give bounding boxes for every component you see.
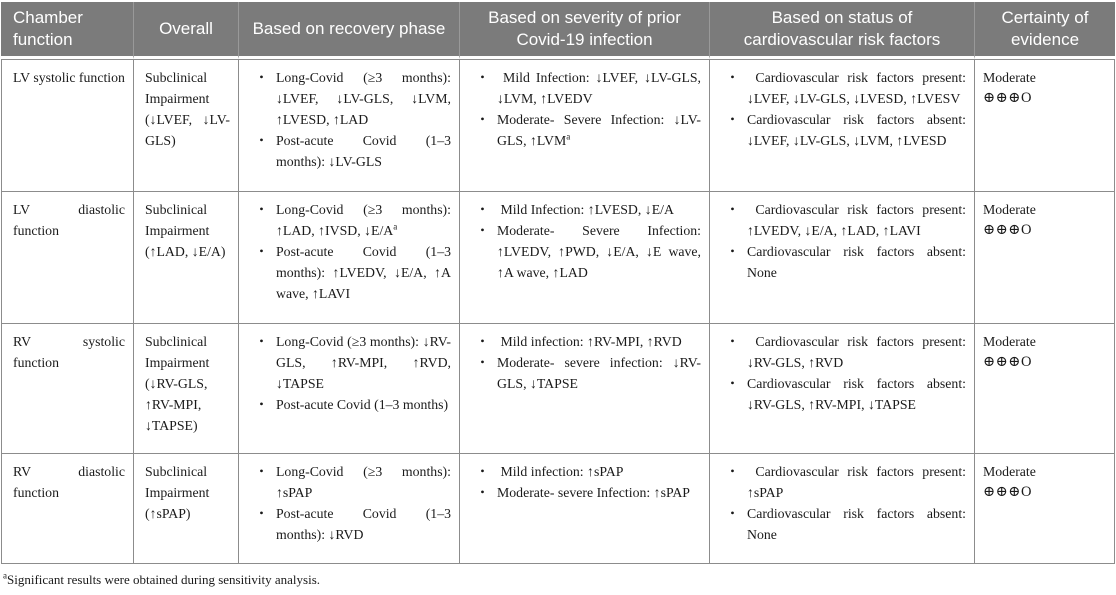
header-risk-factors: Based on status of cardiovascular risk f… [709, 2, 974, 59]
bullet-icon: • [259, 334, 264, 348]
list-item: • Moderate- Severe Infection: ↑LVEDV, ↑PW… [468, 220, 701, 283]
bullet-icon: • [480, 334, 485, 348]
bullet-icon: • [480, 355, 485, 369]
list-item: • Cardiovascular risk factors present: ↓… [718, 331, 966, 373]
overall-cell: Subclinical Impairment (↑sPAP) [133, 453, 238, 564]
certainty-level: Moderate [983, 464, 1036, 479]
list-item: • Cardiovascular risk factors present: ↑… [718, 461, 966, 503]
list-item: • Post-acute Covid (1–3 months): ↓RVD [247, 503, 451, 545]
list-item: • Mild infection: ↑sPAP [468, 461, 701, 482]
risk-cell: • Cardiovascular risk factors present: ↑… [709, 453, 974, 564]
list-item: • Mild Infection: ↓LVEF, ↓LV-GLS, ↓LVM, … [468, 67, 701, 109]
bullet-icon: • [730, 376, 735, 390]
bullet-icon: • [259, 202, 264, 216]
grade-symbols: ⊕⊕⊕O [983, 222, 1032, 238]
table-row: RV systolic function Subclinical Impairm… [1, 323, 1115, 453]
recovery-cell: • Long-Covid (≥3 months): ↑LAD, ↑IVSD, ↓E… [238, 191, 459, 323]
footnote: aSignificant results were obtained durin… [3, 570, 321, 588]
list-item: • Cardiovascular risk factors absent: ↓RV… [718, 373, 966, 415]
bullet-icon: • [730, 464, 735, 478]
header-recovery-phase: Based on recovery phase [238, 2, 459, 59]
bullet-icon: • [730, 112, 735, 126]
risk-cell: • Cardiovascular risk factors present: ↓… [709, 59, 974, 191]
severity-cell: • Mild infection: ↑sPAP • Moderate- sever… [459, 453, 709, 564]
bullet-icon: • [730, 202, 735, 216]
bullet-icon: • [259, 244, 264, 258]
chamber-cell: LV systolic function [1, 59, 133, 191]
list-item: • Cardiovascular risk factors absent: Non… [718, 503, 966, 545]
bullet-icon: • [480, 70, 485, 84]
list-item: • Mild Infection: ↑LVESD, ↓E/A [468, 199, 701, 220]
grade-evidence-table: Chamber function Overall Based on recove… [1, 2, 1115, 564]
list-item: • Mild infection: ↑RV-MPI, ↑RVD [468, 331, 701, 352]
bullet-icon: • [480, 464, 485, 478]
certainty-cell: Moderate ⊕⊕⊕O [974, 323, 1115, 453]
list-item: • Moderate- severe Infection: ↑sPAP [468, 482, 701, 503]
list-item: • Long-Covid (≥3 months): ↓RV-GLS, ↑RV-MP… [247, 331, 451, 394]
overall-cell: Subclinical Impairment (↓LVEF, ↓LV-GLS) [133, 59, 238, 191]
bullet-icon: • [259, 506, 264, 520]
recovery-cell: • Long-Covid (≥3 months): ↓LVEF, ↓LV-GLS,… [238, 59, 459, 191]
list-item: • Cardiovascular risk factors present: ↓… [718, 67, 966, 109]
footnote-text: Significant results were obtained during… [7, 572, 321, 587]
certainty-cell: Moderate ⊕⊕⊕O [974, 453, 1115, 564]
bullet-icon: • [730, 506, 735, 520]
list-item: • Long-Covid (≥3 months): ↑sPAP [247, 461, 451, 503]
header-chamber-function: Chamber function [1, 2, 133, 59]
recovery-cell: • Long-Covid (≥3 months): ↑sPAP • Post-acu… [238, 453, 459, 564]
overall-cell: Subclinical Impairment (↑LAD, ↓E/A) [133, 191, 238, 323]
chamber-cell: RV systolic function [1, 323, 133, 453]
table-row: LV diastolic function Subclinical Impair… [1, 191, 1115, 323]
bullet-icon: • [480, 202, 485, 216]
grade-symbols: ⊕⊕⊕O [983, 90, 1032, 106]
header-certainty: Certainty of evidence [974, 2, 1115, 59]
grade-symbols: ⊕⊕⊕O [983, 484, 1032, 500]
certainty-level: Moderate [983, 334, 1036, 349]
certainty-level: Moderate [983, 202, 1036, 217]
certainty-cell: Moderate ⊕⊕⊕O [974, 191, 1115, 323]
list-item: • Cardiovascular risk factors present: ↑… [718, 199, 966, 241]
bullet-icon: • [730, 244, 735, 258]
bullet-icon: • [259, 133, 264, 147]
risk-cell: • Cardiovascular risk factors present: ↓… [709, 323, 974, 453]
bullet-icon: • [730, 70, 735, 84]
bullet-icon: • [730, 334, 735, 348]
list-item: • Moderate- Severe Infection: ↓LV-GLS, ↑L… [468, 109, 701, 151]
grade-symbols: ⊕⊕⊕O [983, 354, 1032, 370]
risk-cell: • Cardiovascular risk factors present: ↑… [709, 191, 974, 323]
bullet-icon: • [480, 223, 485, 237]
chamber-cell: LV diastolic function [1, 191, 133, 323]
table-row: RV diastolic function Subclinical Impair… [1, 453, 1115, 564]
header-overall: Overall [133, 2, 238, 59]
list-item: • Long-Covid (≥3 months): ↓LVEF, ↓LV-GLS,… [247, 67, 451, 130]
bullet-icon: • [259, 397, 264, 411]
header-severity: Based on severity of prior Covid-19 infe… [459, 2, 709, 59]
severity-cell: • Mild Infection: ↓LVEF, ↓LV-GLS, ↓LVM, … [459, 59, 709, 191]
list-item: • Post-acute Covid (1–3 months) [247, 394, 451, 415]
certainty-cell: Moderate ⊕⊕⊕O [974, 59, 1115, 191]
list-item: • Moderate- severe infection: ↓RV-GLS, ↓T… [468, 352, 701, 394]
table-row: LV systolic function Subclinical Impairm… [1, 59, 1115, 191]
bullet-icon: • [259, 464, 264, 478]
list-item: • Cardiovascular risk factors absent: Non… [718, 241, 966, 283]
certainty-level: Moderate [983, 70, 1036, 85]
list-item: • Post-acute Covid (1–3 months): ↓LV-GLS [247, 130, 451, 172]
severity-cell: • Mild Infection: ↑LVESD, ↓E/A • Moderate… [459, 191, 709, 323]
bullet-icon: • [259, 70, 264, 84]
bullet-icon: • [480, 112, 485, 126]
recovery-cell: • Long-Covid (≥3 months): ↓RV-GLS, ↑RV-MP… [238, 323, 459, 453]
list-item: • Long-Covid (≥3 months): ↑LAD, ↑IVSD, ↓E… [247, 199, 451, 241]
bullet-icon: • [480, 485, 485, 499]
chamber-cell: RV diastolic function [1, 453, 133, 564]
list-item: • Post-acute Covid (1–3 months): ↑LVEDV, … [247, 241, 451, 304]
list-item: • Cardiovascular risk factors absent: ↓LV… [718, 109, 966, 151]
overall-cell: Subclinical Impairment (↓RV-GLS, ↑RV-MPI… [133, 323, 238, 453]
footnote-marker: a [3, 570, 7, 581]
severity-cell: • Mild infection: ↑RV-MPI, ↑RVD • Moderat… [459, 323, 709, 453]
table-header-row: Chamber function Overall Based on recove… [1, 2, 1115, 59]
